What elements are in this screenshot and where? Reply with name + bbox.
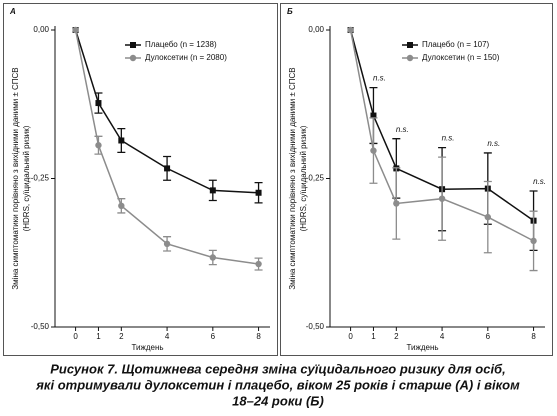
y-axis-label: Зміна симптоматики порівняно з вихідними… xyxy=(11,67,20,289)
legend-label: Плацебо (n = 107) xyxy=(422,40,490,49)
data-point xyxy=(118,137,125,144)
series-line xyxy=(74,29,259,194)
legend-marker xyxy=(406,54,414,62)
y-axis-label: Зміна симптоматики порівняно з вихідними… xyxy=(288,67,297,289)
data-point xyxy=(255,260,262,268)
legend-label: Плацебо (n = 1238) xyxy=(145,40,217,49)
legend-label: Дулоксетин (n = 2080) xyxy=(145,53,227,62)
data-point xyxy=(370,147,377,154)
annotation: n.s. xyxy=(487,139,500,148)
legend-label: Дулоксетин (n = 150) xyxy=(422,53,500,62)
data-point xyxy=(209,254,217,261)
annotation: n.s. xyxy=(396,125,409,134)
x-tick-label: 1 xyxy=(96,332,101,341)
legend-marker xyxy=(129,54,137,62)
x-tick-label: 6 xyxy=(486,332,491,341)
x-axis-label: Тиждень xyxy=(406,343,438,352)
data-point xyxy=(347,26,354,34)
annotation: n.s. xyxy=(373,74,386,83)
data-point xyxy=(118,202,125,210)
x-tick-label: 4 xyxy=(165,332,170,341)
y-tick-label: -0,50 xyxy=(306,322,325,331)
data-point xyxy=(530,237,537,245)
x-axis-label: Тиждень xyxy=(131,343,163,352)
y-tick-label: -0,50 xyxy=(31,322,50,331)
data-point xyxy=(95,142,102,149)
annotation: n.s. xyxy=(533,177,546,186)
panel-label: А xyxy=(9,7,16,16)
y-tick-label: -0,25 xyxy=(31,174,50,183)
series-line xyxy=(74,29,259,265)
legend-marker xyxy=(407,42,413,48)
legend-marker xyxy=(130,42,136,48)
y-tick-label: 0,00 xyxy=(33,25,49,34)
x-tick-label: 0 xyxy=(73,332,78,341)
data-point xyxy=(95,100,102,107)
y-axis-label: (HDRS, суїцидальний ризик) xyxy=(22,125,31,231)
x-tick-label: 6 xyxy=(211,332,216,341)
annotation: n.s. xyxy=(442,134,455,143)
data-point xyxy=(209,187,216,194)
series-line xyxy=(349,29,534,222)
panel-frame xyxy=(3,3,278,356)
x-tick-label: 1 xyxy=(371,332,376,341)
data-point xyxy=(72,26,79,34)
x-tick-label: 2 xyxy=(119,332,124,341)
x-tick-label: 8 xyxy=(531,332,536,341)
caption: які отримували дулоксетин і плацебо, вік… xyxy=(35,377,520,392)
data-point xyxy=(255,189,262,196)
x-tick-label: 0 xyxy=(348,332,353,341)
y-tick-label: 0,00 xyxy=(308,25,324,34)
x-tick-label: 8 xyxy=(256,332,261,341)
data-point xyxy=(163,240,171,248)
x-tick-label: 4 xyxy=(440,332,445,341)
data-point xyxy=(164,165,171,172)
y-axis-label: (HDRS, суїцидальний ризик) xyxy=(299,125,308,231)
caption: Рисунок 7. Щотижнева середня зміна суїци… xyxy=(50,361,505,376)
series-line xyxy=(349,29,534,242)
data-point xyxy=(484,213,492,221)
caption: 18–24 роки (Б) xyxy=(232,393,324,408)
x-tick-label: 2 xyxy=(394,332,399,341)
data-point xyxy=(438,195,446,202)
panel-label: Б xyxy=(287,7,293,16)
data-point xyxy=(370,112,377,119)
data-point xyxy=(393,200,400,207)
y-tick-label: -0,25 xyxy=(306,174,325,183)
panel-frame xyxy=(280,3,553,356)
